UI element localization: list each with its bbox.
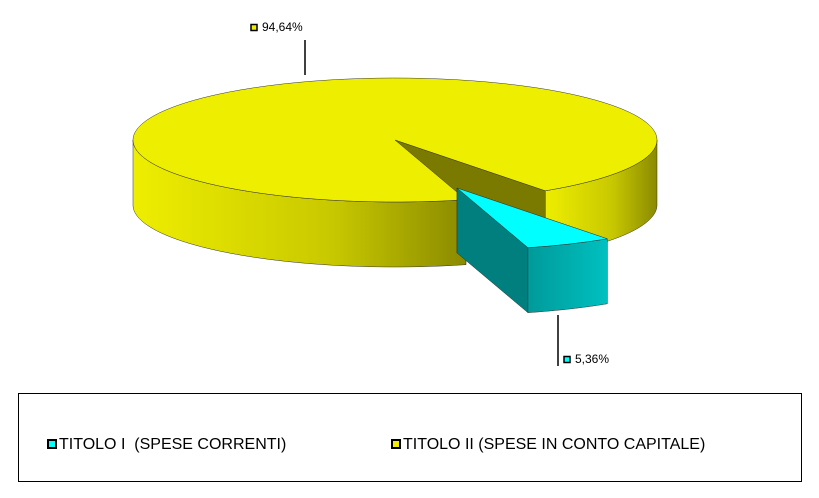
legend-box [18, 393, 802, 482]
data-label: 5,36% [575, 352, 609, 366]
legend-key [391, 439, 401, 449]
data-label: 94,64% [262, 20, 303, 34]
legend-label: TITOLO I (SPESE CORRENTI) [59, 436, 286, 453]
label-key [563, 355, 571, 364]
legend-label: TITOLO II (SPESE IN CONTO CAPITALE) [403, 436, 705, 453]
slice-side [527, 238, 608, 313]
slice-top [456, 187, 608, 248]
label-key [250, 23, 258, 32]
legend: TITOLO I (SPESE CORRENTI) TITOLO II (SPES… [47, 436, 705, 453]
pie: 5,36% 94,64% [132, 20, 658, 366]
slice-top [132, 77, 658, 203]
legend-key [47, 439, 57, 449]
